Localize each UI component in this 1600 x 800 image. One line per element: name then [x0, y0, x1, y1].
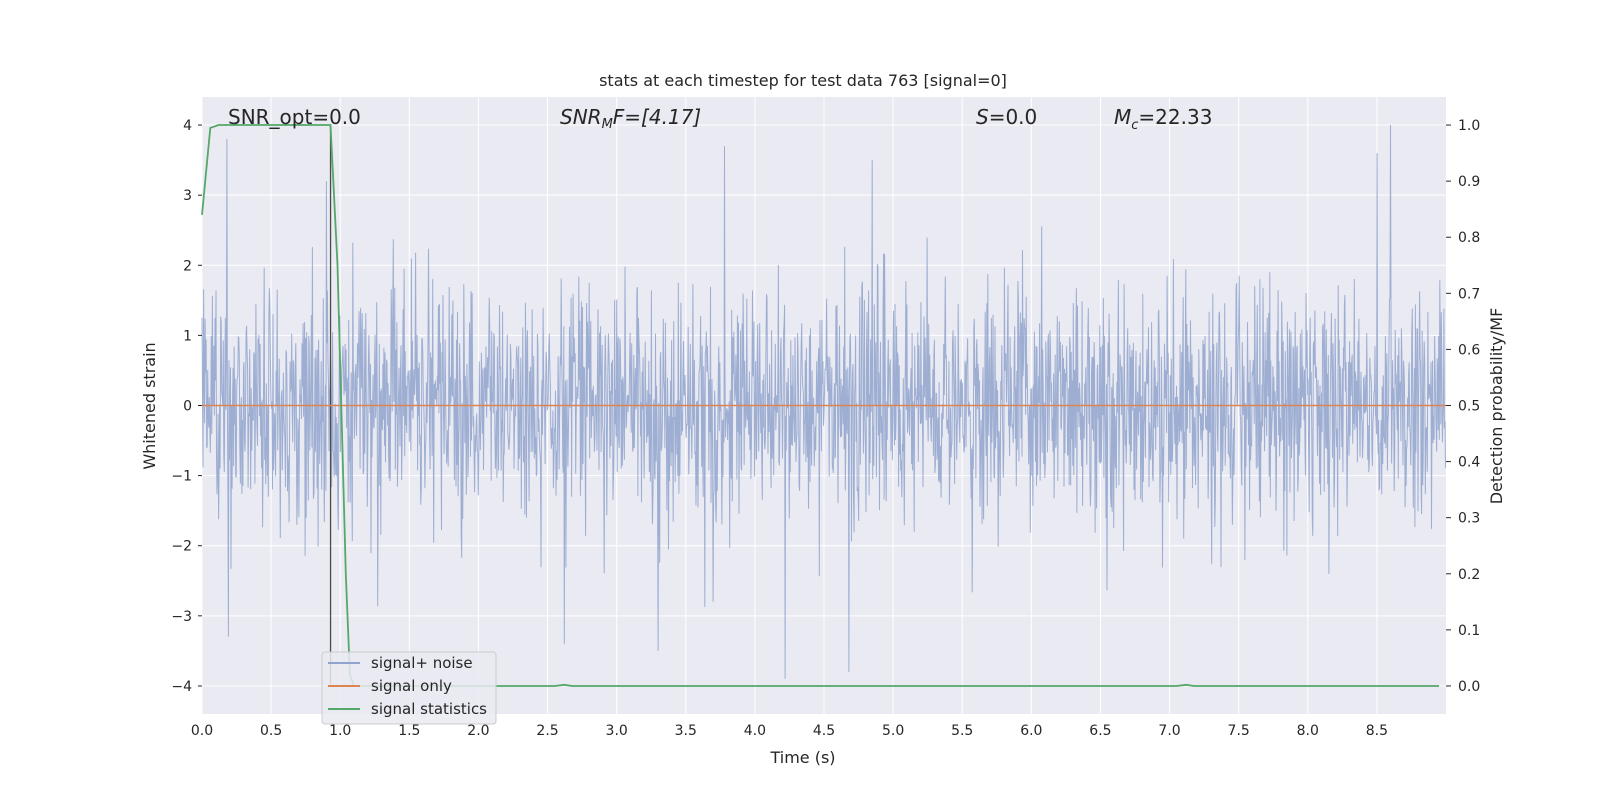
legend: signal+ noise signal only signal statist…: [321, 651, 497, 725]
x-tick-label: 0.5: [260, 723, 282, 739]
y-right-tick-label: 0.9: [1458, 174, 1480, 190]
annotation-mc: Mc=22.33: [1114, 105, 1212, 133]
y-left-tick-label: −3: [171, 609, 192, 625]
y-right-tick-label: 0.3: [1458, 511, 1480, 527]
legend-box: [321, 651, 497, 725]
x-tick-label: 2.5: [536, 723, 558, 739]
legend-label-signal-statistics: signal statistics: [371, 700, 487, 718]
x-tick-label: 7.5: [1228, 723, 1250, 739]
x-tick-label: 3.0: [606, 723, 628, 739]
y-axis-left-label: Whitened strain: [140, 342, 159, 469]
y-right-tick-label: 0.6: [1458, 342, 1480, 358]
x-tick-label: 6.5: [1089, 723, 1111, 739]
annotation-s: S=0.0: [976, 105, 1037, 129]
x-tick-label: 5.0: [882, 723, 904, 739]
y-axis-right-label: Detection probability/MF: [1487, 308, 1506, 505]
x-tick-label: 8.5: [1366, 723, 1388, 739]
tick-labels: 0.0 0.5 1.0 1.5 2.0 2.5 3.0 3.5 4.0 4.5 5.0 5.5 6.0 6…: [171, 118, 1480, 739]
y-left-tick-label: 2: [183, 258, 192, 274]
signal-noise-line: [201, 124, 1446, 679]
x-tick-label: 0.0: [191, 723, 213, 739]
y-right-tick-label: 0.1: [1458, 623, 1480, 639]
y-right-tick-label: 0.5: [1458, 399, 1480, 415]
x-tick-label: 5.5: [951, 723, 973, 739]
y-left-tick-label: 0: [183, 399, 192, 415]
x-tick-label: 7.0: [1158, 723, 1180, 739]
y-left-tick-label: −2: [171, 539, 192, 555]
x-tick-label: 8.0: [1297, 723, 1319, 739]
annotation-snr-opt: SNR_opt=0.0: [228, 105, 361, 129]
x-tick-label: 6.0: [1020, 723, 1042, 739]
y-left-tick-label: 3: [183, 188, 192, 204]
x-tick-label: 3.5: [675, 723, 697, 739]
y-left-tick-label: 4: [183, 118, 192, 134]
legend-label-signal-noise: signal+ noise: [371, 654, 473, 672]
y-right-tick-label: 1.0: [1458, 118, 1480, 134]
y-right-tick-label: 0.2: [1458, 567, 1480, 583]
y-right-tick-label: 0.0: [1458, 679, 1480, 695]
series-signal-noise: [201, 124, 1446, 679]
x-axis-label: Time (s): [769, 748, 835, 767]
y-right-tick-label: 0.4: [1458, 455, 1480, 471]
legend-label-signal-only: signal only: [371, 677, 452, 695]
y-right-tick-label: 0.7: [1458, 286, 1480, 302]
x-tick-label: 2.0: [467, 723, 489, 739]
annotation-snr-mf: SNRMF=[4.17]: [560, 105, 701, 132]
y-left-tick-label: −4: [171, 679, 192, 695]
x-tick-label: 4.0: [744, 723, 766, 739]
y-right-tick-label: 0.8: [1458, 230, 1480, 246]
y-left-tick-label: −1: [171, 469, 192, 485]
x-tick-label: 4.5: [813, 723, 835, 739]
x-tick-label: 1.0: [329, 723, 351, 739]
x-tick-label: 1.5: [398, 723, 420, 739]
y-left-tick-label: 1: [183, 328, 192, 344]
chart-title: stats at each timestep for test data 763…: [599, 71, 1007, 90]
